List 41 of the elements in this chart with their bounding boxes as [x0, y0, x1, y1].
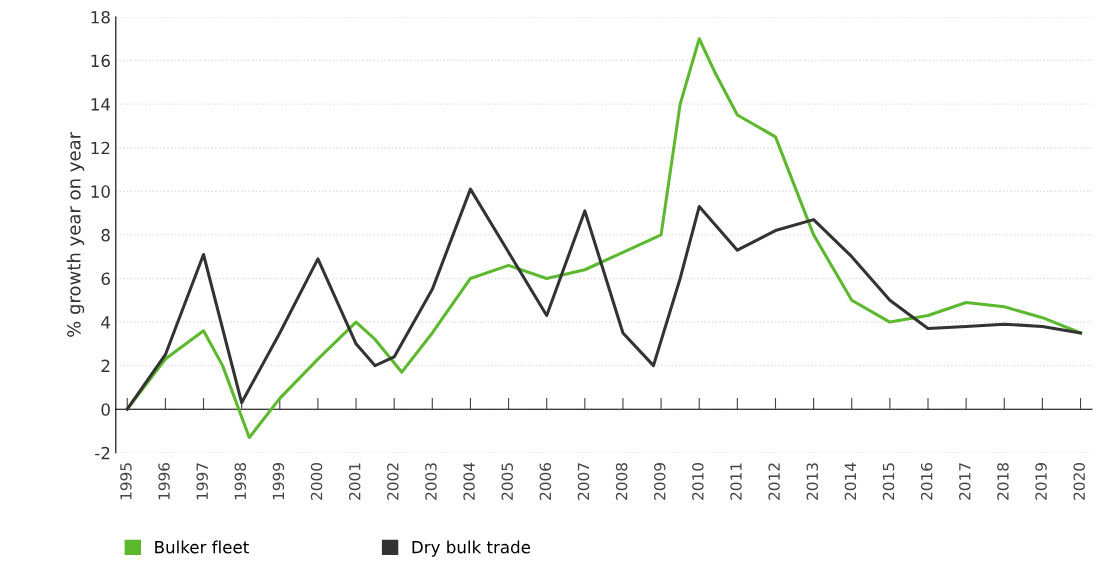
- x-tick-label: 2002: [387, 463, 399, 500]
- y-tick-label: 0: [101, 403, 110, 416]
- y-tick-label: 18: [91, 10, 110, 24]
- x-tick-label: 2015: [882, 463, 895, 500]
- x-tick-label: 1998: [234, 463, 247, 500]
- x-tick-label: 2018: [997, 463, 1009, 500]
- x-tick-label: 2003: [425, 463, 437, 500]
- y-tick-label: 4: [101, 316, 111, 329]
- x-tick-label: 2017: [959, 463, 971, 500]
- x-tick-label: 2013: [806, 463, 819, 500]
- x-tick-label: 1995: [120, 463, 132, 500]
- x-tick-label: 2020: [1073, 463, 1085, 500]
- x-tick-label: 2007: [577, 463, 590, 500]
- x-tick-label: 2006: [539, 462, 552, 500]
- x-tick-label: 2001: [348, 463, 361, 500]
- x-tick-label: 2009: [653, 463, 666, 500]
- y-tick-label: 10: [91, 185, 110, 198]
- x-tick-label: 2012: [768, 463, 780, 500]
- y-tick-label: 14: [91, 98, 111, 111]
- line-series: [125, 187, 1083, 411]
- y-tick-label: 12: [91, 141, 110, 155]
- legend-label: Dry bulk trade: [412, 540, 531, 557]
- y-axis-title: % growth year on year: [66, 131, 85, 337]
- x-tick-label: 2011: [730, 463, 742, 500]
- x-tick-label: 2004: [463, 462, 475, 500]
- x-tick-label: 2008: [615, 463, 628, 500]
- y-tick-label: 16: [91, 54, 110, 68]
- y-tick-label: 8: [101, 228, 110, 242]
- x-tick-label: 2016: [920, 462, 933, 500]
- x-tick-label: 2019: [1035, 463, 1047, 500]
- x-tick-label: 2014: [844, 462, 857, 500]
- x-tick-label: 2000: [310, 463, 323, 500]
- y-tick-label: 6: [101, 272, 110, 286]
- x-tick-label: 1996: [158, 462, 170, 500]
- x-tick-label: 2005: [501, 463, 513, 500]
- y-tick-label: 2: [101, 359, 110, 372]
- legend-label: Bulker fleet: [155, 540, 249, 554]
- x-tick-label: 1999: [272, 463, 285, 500]
- x-tick-label: 2010: [692, 463, 704, 500]
- x-tick-label: 1997: [196, 463, 208, 500]
- y-tick-label: -2: [95, 446, 110, 460]
